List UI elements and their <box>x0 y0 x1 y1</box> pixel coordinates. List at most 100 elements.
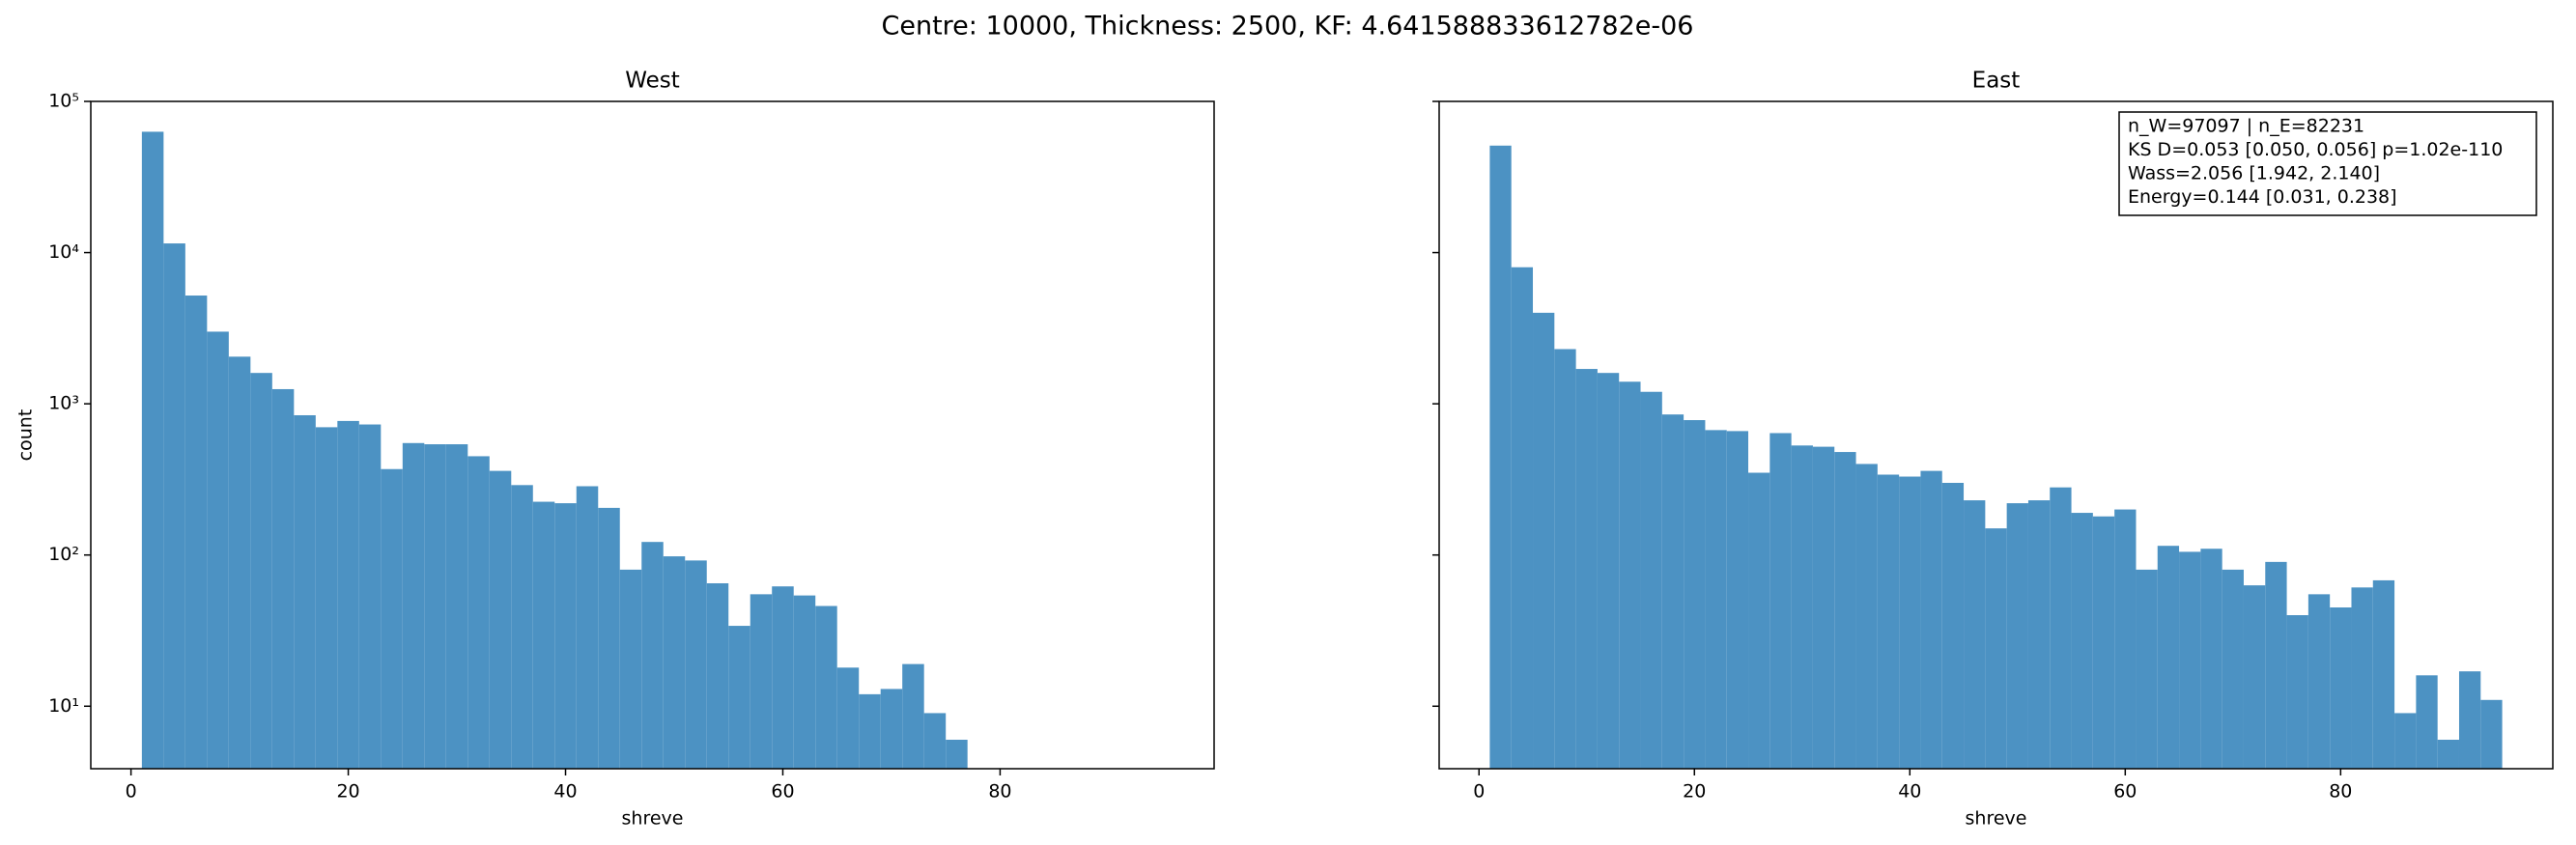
x-tick-label: 20 <box>1683 781 1706 803</box>
bar <box>880 689 903 769</box>
bar <box>1597 373 1620 769</box>
bar <box>2307 594 2331 769</box>
bar <box>2243 585 2266 769</box>
bar <box>793 595 816 769</box>
x-tick-label: 80 <box>2329 781 2352 803</box>
annotation-frame <box>2118 111 2537 216</box>
x-tick-label: 40 <box>1898 781 1921 803</box>
y-tick-label: 10⁵ <box>48 91 79 112</box>
bar <box>381 468 403 769</box>
bar <box>576 486 599 769</box>
bar <box>467 456 490 769</box>
bar <box>1769 433 1792 769</box>
bar <box>1705 430 1727 769</box>
bar <box>2265 561 2287 769</box>
bar <box>2480 699 2503 769</box>
bar <box>1619 381 1641 769</box>
y-tick-label: 10⁴ <box>48 241 79 263</box>
bar <box>1684 420 1706 769</box>
bar <box>706 582 729 769</box>
bar <box>2092 516 2115 769</box>
y-tick-label: 10² <box>48 544 79 565</box>
bar <box>1812 446 1835 769</box>
bar <box>1511 267 1534 769</box>
bar <box>2071 513 2093 769</box>
bar <box>772 586 794 769</box>
bar <box>1748 472 1770 769</box>
bar <box>2114 509 2137 769</box>
bar <box>815 606 837 769</box>
annotation-line: KS D=0.053 [0.050, 0.056] p=1.02e-110 <box>2128 139 2503 160</box>
bar <box>641 542 664 769</box>
bar <box>207 331 229 769</box>
x-tick-label: 40 <box>553 781 577 803</box>
bar <box>445 444 468 769</box>
bar <box>2351 587 2373 769</box>
axes-frame <box>1438 100 2554 770</box>
bar <box>1985 528 2007 769</box>
x-axis-label: shreve <box>622 808 684 830</box>
bar <box>315 427 338 769</box>
axes-title: East <box>1972 69 2021 94</box>
figure-title: Centre: 10000, Thickness: 2500, KF: 4.64… <box>882 12 1694 42</box>
bar <box>1920 470 1942 769</box>
x-tick-label: 80 <box>988 781 1011 803</box>
bar <box>141 131 164 770</box>
bar <box>2394 713 2417 769</box>
bar <box>358 424 382 769</box>
bar <box>184 296 208 769</box>
bar <box>2286 615 2308 769</box>
bar <box>163 243 185 770</box>
x-tick-label: 20 <box>336 781 359 803</box>
x-tick-label: 0 <box>126 781 137 803</box>
bar <box>859 693 881 769</box>
bar <box>902 663 924 769</box>
bar <box>598 507 620 769</box>
x-tick-label: 60 <box>771 781 794 803</box>
bar <box>685 560 707 769</box>
annotation-line: Energy=0.144 [0.031, 0.238] <box>2128 186 2397 208</box>
bar <box>663 556 686 769</box>
bar <box>1554 349 1576 769</box>
bar <box>1855 464 1878 769</box>
bar <box>2136 569 2158 769</box>
bar <box>2179 551 2201 769</box>
y-axis-label: count <box>15 409 37 462</box>
bar <box>1533 312 1555 769</box>
bar <box>1726 431 1749 769</box>
bar <box>2157 546 2180 769</box>
bar <box>489 470 512 769</box>
bar <box>271 388 295 769</box>
bar <box>424 444 446 769</box>
bar <box>1791 445 1813 769</box>
bar <box>2027 500 2051 769</box>
bar <box>554 503 577 769</box>
bar <box>228 356 251 769</box>
bar <box>2006 503 2028 769</box>
bar <box>1941 483 1965 769</box>
bar <box>2416 675 2438 769</box>
x-tick-label: 0 <box>1473 781 1485 803</box>
bar <box>402 442 425 769</box>
y-tick-label: 10¹ <box>48 695 79 717</box>
bar <box>728 626 750 769</box>
x-tick-label: 60 <box>2113 781 2137 803</box>
bar <box>750 594 773 769</box>
bar <box>2200 549 2222 769</box>
bar <box>532 501 555 769</box>
bar <box>1489 145 1512 769</box>
bar <box>511 485 533 769</box>
bar <box>2330 607 2352 769</box>
bar <box>1575 369 1598 769</box>
bar <box>1964 500 1986 769</box>
bar <box>250 373 272 769</box>
bar <box>836 667 860 769</box>
bar <box>337 420 359 769</box>
bar <box>1899 476 1921 769</box>
bar <box>1877 474 1900 769</box>
x-axis-label: shreve <box>1966 808 2027 830</box>
y-tick-label: 10³ <box>48 393 79 414</box>
bar <box>2437 740 2459 769</box>
